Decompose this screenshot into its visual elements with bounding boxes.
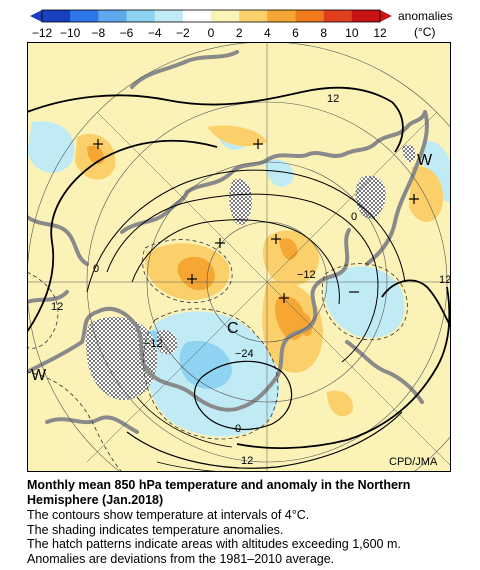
caption-line: The contours show temperature at interva… [27, 508, 310, 522]
contour-label: 12 [51, 301, 63, 313]
caption-title-line-2: Hemisphere (Jan.2018) [27, 493, 164, 507]
colorbar-tick-labels: −12 −10 −8 −6 −4 −2 0 2 4 6 8 10 12 [32, 26, 387, 40]
colorbar-segment [267, 10, 296, 22]
cold-center-label: C [227, 320, 239, 337]
colorbar-segment [98, 10, 127, 22]
colorbar-segments [42, 10, 381, 22]
temperature-contours [27, 86, 451, 472]
contour-labels: 12 0 12 −12 −24 0 12 −12 0 12 [51, 93, 451, 467]
caption-title-line-1: Monthly mean 850 hPa temperature and ano… [27, 478, 411, 492]
colorbar-segment [182, 10, 212, 22]
colorbar-tick-label: −4 [148, 26, 162, 40]
colorbar-tick-label: 4 [264, 26, 271, 40]
caption-line: Anomalies are deviations from the 1981–2… [27, 551, 335, 566]
colorbar-tick-label: −10 [60, 26, 81, 40]
coastlines [27, 50, 429, 434]
colorbar-segment [70, 10, 99, 22]
plus-markers [93, 139, 419, 303]
contour-label: 0 [235, 423, 241, 435]
warm-center-label: W [417, 152, 433, 169]
colorbar-tick-label: 10 [345, 26, 359, 40]
colorbar-segment [323, 10, 353, 22]
center-labels: W W C [31, 152, 433, 384]
anomaly-colorbar: −12 −10 −8 −6 −4 −2 0 2 4 6 8 10 12 anomalies (°C) [30, 9, 453, 40]
colorbar-segment [239, 10, 268, 22]
colorbar-tick-label: 2 [236, 26, 243, 40]
anomaly-zero-contours [27, 239, 408, 472]
colorbar-tick-label: 0 [208, 26, 215, 40]
colorbar-segment [126, 10, 156, 22]
figure-caption: Monthly mean 850 hPa temperature and ano… [27, 478, 467, 566]
colorbar-tick-label: 6 [292, 26, 299, 40]
colorbar-tick-label: 8 [320, 26, 327, 40]
caption-line: The shading indicates temperature anomal… [27, 522, 284, 537]
colorbar-right-arrow [380, 10, 392, 22]
contour-label: −12 [297, 269, 316, 281]
colorbar-segment [211, 10, 240, 22]
contour-label: 12 [327, 93, 339, 105]
caption-line: The hatch patterns indicate areas with a… [27, 537, 401, 551]
polar-map: 12 0 12 −12 −24 0 12 −12 0 12 W W C CPD/… [27, 42, 451, 472]
colorbar-left-arrow [30, 10, 42, 22]
colorbar-segment [154, 10, 184, 22]
credit-label: CPD/JMA [389, 456, 438, 468]
contour-label: 12 [241, 455, 253, 467]
colorbar-tick-label: −8 [91, 26, 105, 40]
colorbar-tick-label: −12 [32, 26, 53, 40]
warm-center-label: W [31, 367, 47, 384]
contour-label: 0 [93, 263, 99, 275]
contour-label: −24 [235, 348, 254, 360]
contour-label: 0 [351, 211, 357, 223]
colorbar-segment [351, 10, 381, 22]
colorbar-tick-label: 12 [373, 26, 387, 40]
colorbar-unit: (°C) [414, 25, 435, 39]
contour-label: −12 [144, 338, 163, 350]
colorbar-segment [295, 10, 325, 22]
colorbar-segment [42, 10, 71, 22]
colorbar-tick-label: −2 [176, 26, 190, 40]
colorbar-label: anomalies [398, 9, 453, 23]
colorbar-tick-label: −6 [120, 26, 134, 40]
contour-label: 12 [439, 274, 451, 286]
